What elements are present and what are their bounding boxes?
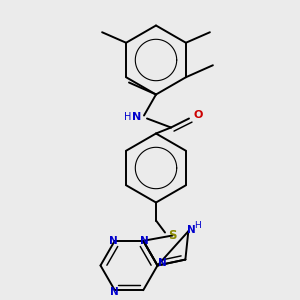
Text: N: N [158, 258, 166, 268]
Text: N: N [109, 236, 118, 246]
Text: N: N [110, 287, 118, 297]
Text: H: H [124, 112, 131, 122]
Text: H: H [194, 221, 201, 230]
Text: N: N [187, 225, 196, 235]
Text: S: S [168, 229, 177, 242]
Text: N: N [140, 236, 149, 246]
Text: O: O [193, 110, 203, 121]
Text: N: N [132, 112, 141, 122]
